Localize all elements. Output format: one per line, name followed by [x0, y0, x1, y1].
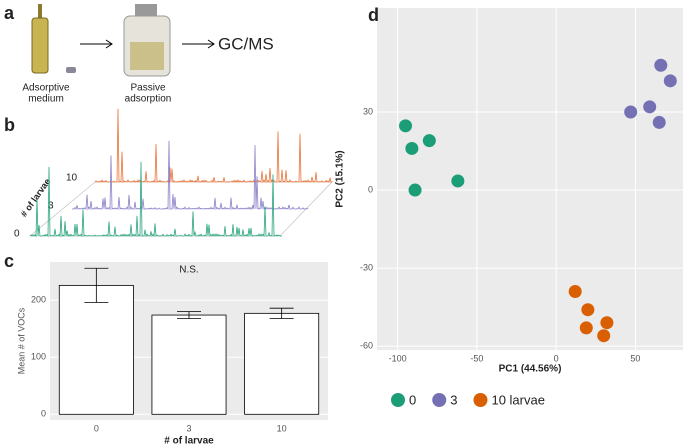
point	[579, 321, 593, 335]
stir-bar	[66, 67, 76, 73]
trace-label: 10	[66, 173, 78, 184]
error-bar	[269, 307, 294, 319]
arrow	[80, 39, 113, 49]
error-bar	[177, 311, 201, 319]
y-tick-label: 30	[363, 106, 373, 116]
axis-label: # of larvae	[19, 177, 53, 219]
legend-marker	[391, 393, 405, 407]
point	[643, 100, 657, 114]
trace-label: 0	[14, 229, 20, 240]
legend-label: 3	[450, 392, 457, 407]
axis-label: PC1 (44.56%)	[499, 364, 562, 375]
chromatogram	[94, 108, 333, 184]
panel-label: c	[4, 251, 14, 271]
y-tick-label: 100	[31, 352, 46, 362]
point	[597, 329, 611, 343]
step-label: adsorption	[125, 94, 172, 105]
panel-label: b	[4, 115, 15, 135]
axis-label: PC2 (15.1%)	[335, 150, 346, 207]
point	[652, 115, 666, 129]
chromatogram	[71, 140, 309, 211]
step-label: medium	[28, 94, 64, 105]
point	[654, 58, 668, 72]
axis-label: # of larvae	[164, 436, 214, 447]
x-tick-label: 0	[554, 353, 559, 363]
point	[422, 134, 436, 148]
point	[399, 119, 413, 133]
arrow	[182, 39, 215, 49]
bar	[244, 312, 320, 415]
step-label: Passive	[130, 83, 165, 94]
bar	[151, 314, 227, 415]
legend-marker	[473, 393, 488, 407]
point	[568, 284, 582, 298]
chromatogram	[29, 161, 283, 238]
x-tick-label: 3	[186, 423, 191, 433]
y-tick-label: 200	[31, 295, 46, 305]
vial-neck	[38, 4, 42, 18]
panel-b: b # of larvae 10 3 0	[4, 108, 333, 240]
panel-a: a Adsorptive medium Passive adsorption G…	[4, 3, 274, 105]
trace-label: 3	[48, 201, 54, 212]
panel-c: 0 100 200 c N.S. Mean # of VOCs # of larvae 0 3 1…	[4, 251, 328, 447]
x-tick-label: -100	[389, 353, 407, 363]
y-tick-label: -30	[360, 262, 373, 272]
y-tick-label: 0	[41, 409, 46, 419]
bottle-content	[130, 42, 164, 70]
x-tick-label: -50	[470, 353, 483, 363]
x-tick-label: 50	[630, 353, 640, 363]
vial	[31, 17, 49, 74]
legend-label: 0	[409, 392, 416, 407]
x-tick-label: 10	[277, 423, 287, 433]
step-label: GC/MS	[218, 34, 274, 53]
point	[663, 74, 677, 88]
legend-marker	[432, 393, 447, 407]
point	[405, 141, 419, 155]
point	[600, 316, 614, 330]
point	[451, 174, 465, 188]
bottle-cap	[135, 4, 157, 18]
y-tick-label: 0	[368, 184, 373, 194]
axis-label: Mean # of VOCs	[16, 307, 26, 374]
annotation: N.S.	[179, 265, 198, 276]
step-label: Adsorptive	[22, 83, 70, 94]
bar	[58, 284, 134, 415]
panel-label: a	[4, 3, 15, 23]
point	[408, 183, 422, 197]
y-tick-label: -60	[360, 340, 373, 350]
point	[581, 303, 595, 317]
error-bar	[84, 267, 109, 303]
x-tick-label: 0	[94, 423, 99, 433]
plot-background	[377, 8, 683, 350]
legend-label: 10 larvae	[491, 392, 544, 407]
point	[624, 105, 638, 119]
panel-label: d	[368, 5, 379, 25]
